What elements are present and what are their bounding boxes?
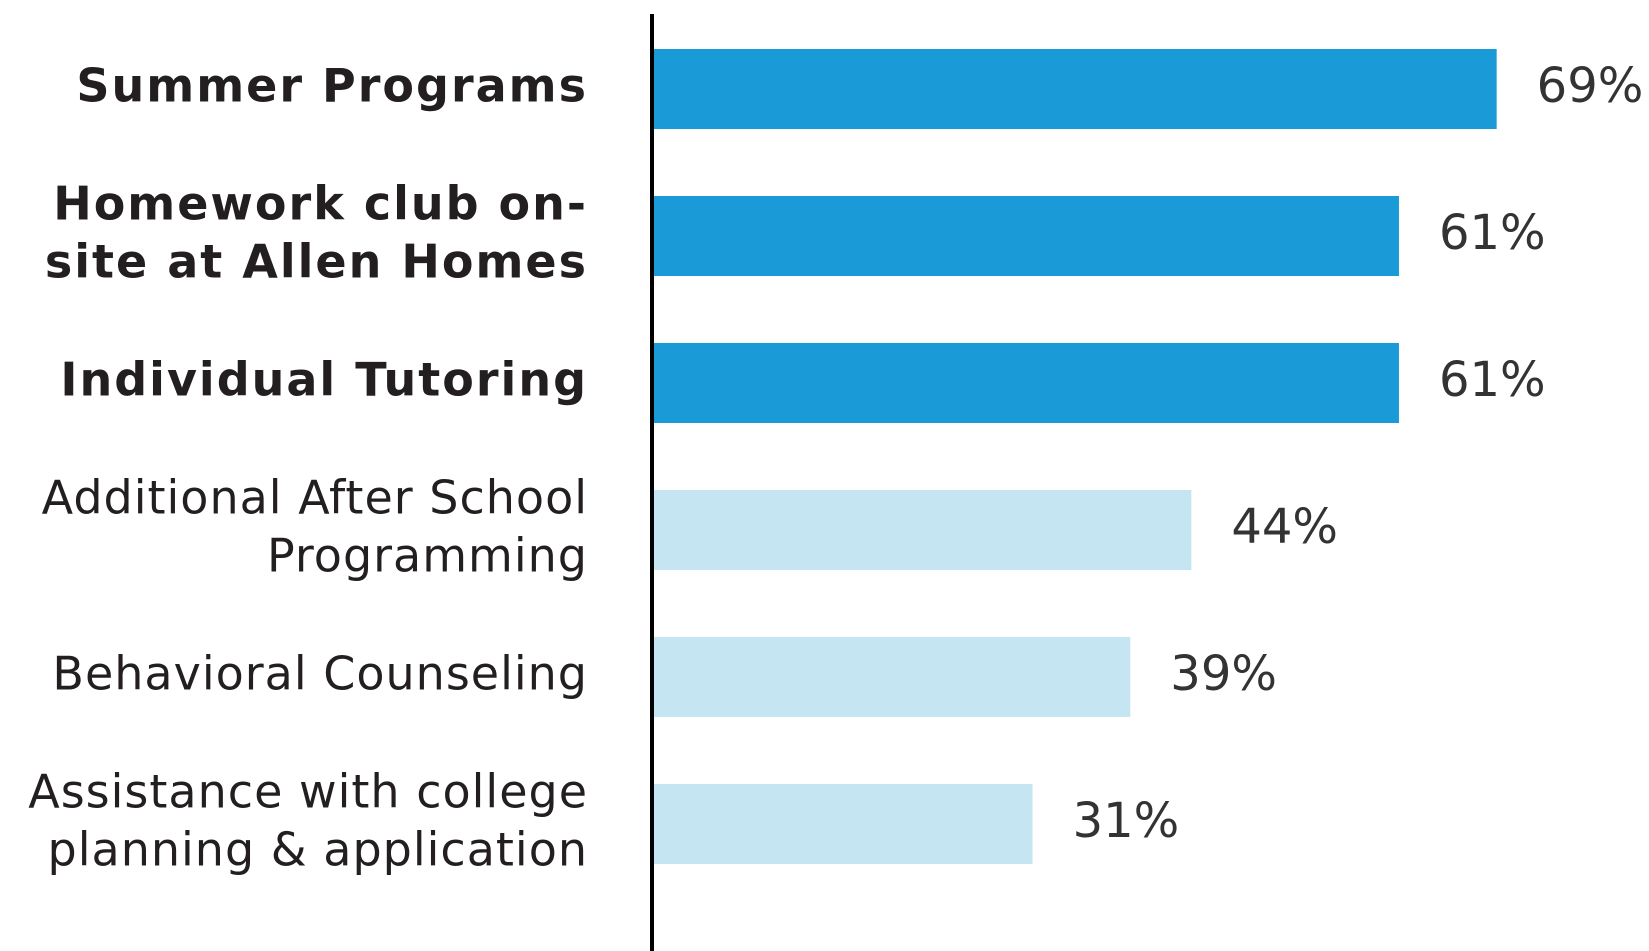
category-label: Individual Tutoring: [60, 353, 588, 407]
value-label: 61%: [1439, 352, 1546, 408]
bar: [654, 784, 1033, 864]
value-label: 31%: [1073, 793, 1180, 849]
category-label: Programming: [267, 529, 588, 583]
category-label: Homework club on-: [53, 177, 588, 231]
bar: [654, 490, 1192, 570]
category-label: site at Allen Homes: [45, 235, 588, 289]
value-label: 39%: [1170, 646, 1277, 702]
category-label: planning & application: [48, 823, 588, 877]
category-label: Additional After School: [42, 471, 588, 525]
bar: [654, 637, 1131, 717]
bar: [654, 49, 1497, 129]
bar: [654, 196, 1399, 276]
category-label: Summer Programs: [76, 59, 588, 113]
value-label: 44%: [1231, 499, 1338, 555]
bar: [654, 343, 1399, 423]
category-label: Assistance with college: [28, 765, 588, 819]
value-label: 61%: [1439, 205, 1546, 261]
value-label: 69%: [1537, 58, 1644, 114]
category-label: Behavioral Counseling: [52, 647, 588, 701]
